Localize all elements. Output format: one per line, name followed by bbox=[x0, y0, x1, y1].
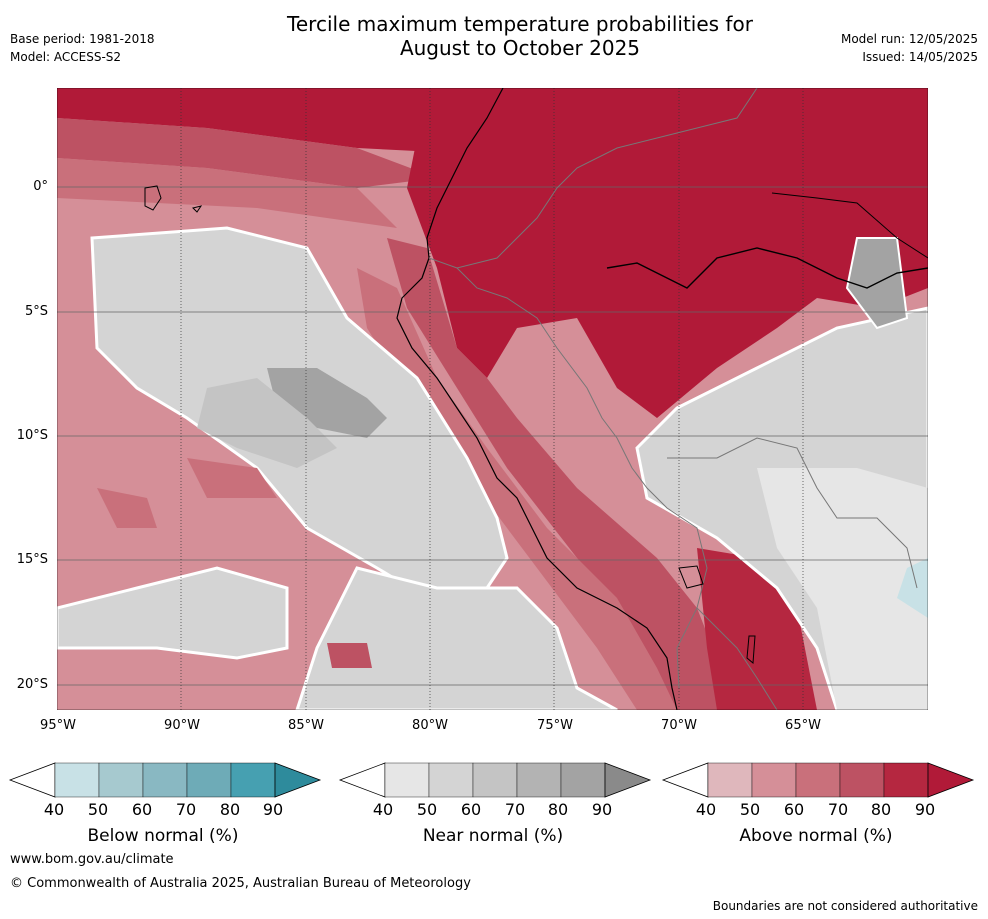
colorbar-segment bbox=[384, 762, 430, 798]
lon-label-85w: 85°W bbox=[288, 718, 324, 733]
website-text: www.bom.gov.au/climate bbox=[10, 852, 174, 867]
below-normal-40-chaco bbox=[897, 558, 928, 618]
disclaimer-text: Boundaries are not considered authoritat… bbox=[712, 899, 978, 913]
cb-above-tick-60: 60 bbox=[783, 800, 805, 819]
near-normal-80-ocean bbox=[267, 368, 387, 438]
colorbar-segment bbox=[560, 762, 606, 798]
cb-above-tick-40: 40 bbox=[695, 800, 717, 819]
colorbar-segment bbox=[54, 762, 100, 798]
negro-river bbox=[771, 192, 928, 259]
colorbar-lower-extension bbox=[338, 762, 386, 798]
colorbar-lower-extension bbox=[8, 762, 56, 798]
map-title: Tercile maximum temperature probabilitie… bbox=[0, 12, 988, 60]
lon-label-95w: 95°W bbox=[40, 718, 76, 733]
lat-label-0: 0° bbox=[33, 179, 48, 194]
colorbar-segment bbox=[795, 762, 841, 798]
colorbar-segment bbox=[186, 762, 232, 798]
near-normal-50-southwest bbox=[57, 566, 289, 660]
above-normal-80-coast bbox=[387, 238, 737, 710]
colorbars bbox=[8, 762, 975, 798]
border-chile-argentina bbox=[696, 607, 778, 710]
cb-near-tick-40: 40 bbox=[372, 800, 394, 819]
colorbar-below-normal bbox=[8, 762, 322, 798]
galapagos-islet bbox=[192, 205, 203, 213]
cb-above-tick-50: 50 bbox=[739, 800, 761, 819]
lake-poopo bbox=[746, 635, 756, 665]
lon-label-90w: 90°W bbox=[164, 718, 200, 733]
colorbar-lower-extension bbox=[661, 762, 709, 798]
colorbar-segment bbox=[230, 762, 276, 798]
cb-below-tick-40: 40 bbox=[43, 800, 65, 819]
colorbar-above-normal bbox=[661, 762, 975, 798]
near-normal-70-ocean bbox=[197, 378, 337, 468]
probability-map bbox=[57, 88, 928, 710]
border-ecuador-colombia bbox=[428, 88, 758, 269]
copyright-text: © Commonwealth of Australia 2025, Austra… bbox=[10, 876, 471, 891]
colorbar-segment bbox=[98, 762, 144, 798]
colorbar-segment bbox=[516, 762, 562, 798]
galapagos-islands bbox=[144, 185, 162, 211]
model-run-label: Model run: 12/05/2025 bbox=[840, 32, 978, 46]
lat-label-15s: 15°S bbox=[16, 552, 48, 567]
cb-below-tick-50: 50 bbox=[87, 800, 109, 819]
colorbar-segment bbox=[751, 762, 797, 798]
colorbar-upper-extension bbox=[604, 762, 652, 798]
cb-above-tick-90: 90 bbox=[914, 800, 936, 819]
lat-label-10s: 10°S bbox=[16, 428, 48, 443]
near-normal-50-south bbox=[295, 566, 618, 710]
lon-label-75w: 75°W bbox=[537, 718, 573, 733]
lon-label-70w: 70°W bbox=[661, 718, 697, 733]
cb-above-tick-70: 70 bbox=[827, 800, 849, 819]
above-normal-80-north bbox=[57, 118, 437, 188]
base-period-label: Base period: 1981-2018 bbox=[10, 32, 155, 46]
colorbar-segment bbox=[839, 762, 885, 798]
cb-near-tick-90: 90 bbox=[591, 800, 613, 819]
cb-near-tick-50: 50 bbox=[416, 800, 438, 819]
cb-below-title: Below normal (%) bbox=[87, 826, 239, 846]
colorbar-segment bbox=[472, 762, 518, 798]
cb-below-tick-80: 80 bbox=[219, 800, 241, 819]
colorbar-upper-extension bbox=[274, 762, 322, 798]
cb-above-tick-80: 80 bbox=[870, 800, 892, 819]
colorbar-upper-extension bbox=[927, 762, 975, 798]
above-normal-80-patch bbox=[327, 643, 372, 668]
colorbar-segment bbox=[883, 762, 929, 798]
near-normal-40-east bbox=[757, 468, 928, 710]
colorbar-segment bbox=[428, 762, 474, 798]
lat-label-20s: 20°S bbox=[16, 677, 48, 692]
cb-below-tick-60: 60 bbox=[131, 800, 153, 819]
above-normal-70-patch-2 bbox=[187, 458, 277, 498]
cb-below-tick-70: 70 bbox=[175, 800, 197, 819]
title-line-2: August to October 2025 bbox=[399, 36, 641, 60]
above-normal-90-altiplano bbox=[697, 548, 817, 710]
above-normal-70-north bbox=[57, 158, 397, 228]
amazon-river bbox=[606, 247, 928, 289]
lake-titicaca bbox=[678, 565, 704, 589]
cb-near-tick-70: 70 bbox=[504, 800, 526, 819]
colorbar-segment bbox=[707, 762, 753, 798]
map-svg bbox=[57, 88, 928, 710]
lon-label-80w: 80°W bbox=[412, 718, 448, 733]
border-peru-brazil-bolivia bbox=[456, 267, 708, 689]
pacific-coastline bbox=[396, 88, 678, 710]
cb-near-title: Near normal (%) bbox=[422, 826, 564, 846]
model-label: Model: ACCESS-S2 bbox=[10, 50, 122, 64]
cb-near-tick-60: 60 bbox=[460, 800, 482, 819]
border-bolivia-brazil bbox=[667, 437, 918, 589]
cb-near-tick-80: 80 bbox=[547, 800, 569, 819]
grid-lines bbox=[57, 186, 928, 686]
cb-above-title: Above normal (%) bbox=[739, 826, 893, 846]
colorbar-segment bbox=[142, 762, 188, 798]
colorbar-near-normal bbox=[338, 762, 652, 798]
lon-label-65w: 65°W bbox=[785, 718, 821, 733]
cb-below-tick-90: 90 bbox=[262, 800, 284, 819]
title-line-1: Tercile maximum temperature probabilitie… bbox=[287, 12, 753, 36]
lat-label-5s: 5°S bbox=[24, 304, 48, 319]
above-normal-90-continent bbox=[407, 88, 928, 418]
above-normal-70-patch-1 bbox=[97, 488, 157, 528]
issued-label: Issued: 14/05/2025 bbox=[862, 50, 978, 64]
